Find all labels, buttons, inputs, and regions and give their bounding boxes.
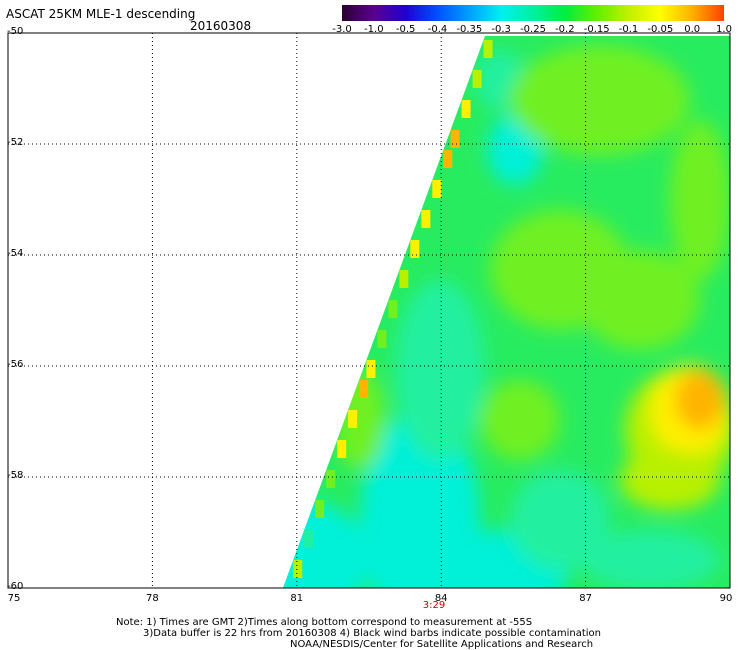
- longitude-label: 81: [290, 593, 304, 604]
- latitude-label: -58: [7, 470, 24, 481]
- note-line-1: Note: 1) Times are GMT 2)Times along bot…: [116, 617, 533, 628]
- latitude-label: -52: [7, 137, 24, 148]
- longitude-label: 75: [7, 593, 21, 604]
- colorbar-tick-label: -0.25: [520, 24, 546, 35]
- longitude-label: 78: [146, 593, 159, 604]
- colorbar-tick-label: 1.0: [716, 24, 732, 35]
- longitude-label: 90: [719, 593, 733, 604]
- colorbar-tick-label: -0.05: [647, 24, 674, 35]
- note-line-3: NOAA/NESDIS/Center for Satellite Applica…: [290, 639, 594, 650]
- longitude-label: 87: [579, 593, 592, 604]
- colorbar-tick-label: -0.15: [583, 24, 610, 35]
- colorbar-tick-label: -0.2: [555, 24, 575, 35]
- latitude-label: -56: [7, 359, 24, 370]
- colorbar-tick-label: -0.1: [618, 24, 639, 35]
- colorbar-tick-label: -0.35: [456, 24, 483, 35]
- colorbar-tick-label: -3.0: [332, 24, 352, 35]
- latitude-label: -50: [7, 26, 24, 37]
- colorbar: [342, 5, 724, 21]
- colorbar-tick-label: -1.0: [364, 24, 384, 35]
- product-date: 20160308: [190, 19, 252, 33]
- latitude-label: -60: [7, 581, 24, 592]
- longitude-label: 84: [434, 593, 448, 604]
- time-label: 3:29: [422, 600, 446, 611]
- colorbar-tick-label: -0.4: [427, 24, 448, 35]
- note-line-2: 3)Data buffer is 22 hrs from 20160308 4)…: [143, 628, 601, 639]
- colorbar-tick-label: -0.5: [395, 24, 416, 35]
- colorbar-tick-label: 0.0: [684, 24, 701, 35]
- swath-data: [283, 36, 730, 588]
- latitude-label: -54: [7, 248, 24, 259]
- map-frame: [7, 32, 731, 589]
- colorbar-tick-label: -0.3: [491, 24, 511, 35]
- product-title: ASCAT 25KM MLE-1 descending: [6, 7, 196, 21]
